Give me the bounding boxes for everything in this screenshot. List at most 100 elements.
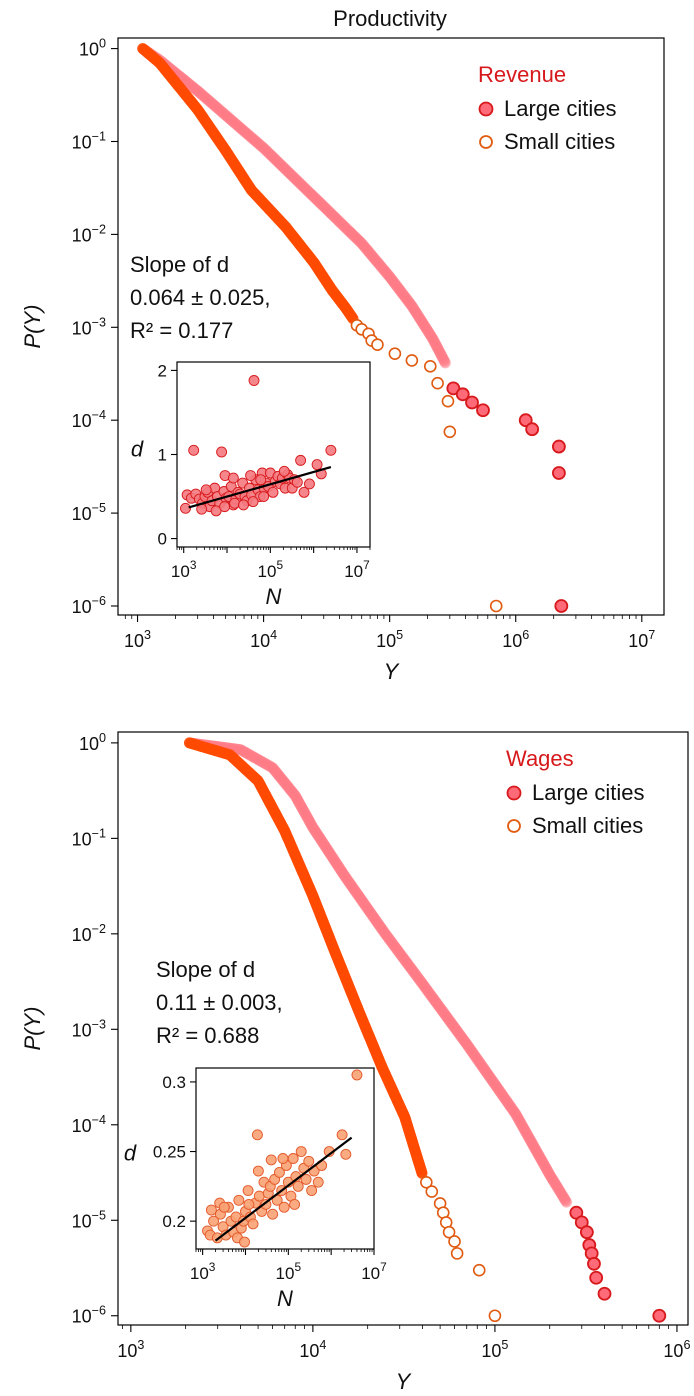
inset-points (202, 1069, 363, 1248)
inset-point (336, 1129, 348, 1141)
legend-label: Small cities (504, 129, 615, 154)
x-tick-label: 104 (299, 1338, 326, 1361)
inset-fit-line (188, 466, 332, 509)
x-tick-label: 106 (502, 628, 529, 651)
inset-point (188, 444, 200, 456)
data-point (552, 466, 566, 480)
data-point (589, 1270, 604, 1285)
legend-marker-small-cities (479, 135, 493, 149)
wages-chart: 10−6 10−5 10−4 10−3 10−2 10−1 100 103 104 105 106 Y… (20, 731, 690, 1394)
inset-point (243, 1198, 255, 1210)
y-tick-label: 10−6 (72, 1304, 106, 1327)
inset-point (273, 1166, 285, 1178)
plot-frame (117, 37, 665, 616)
inset-point (306, 1185, 318, 1196)
inset-chart: 0 1 2 103 105 107 Nd (131, 361, 371, 609)
data-point (450, 1247, 464, 1260)
data-point (423, 360, 437, 373)
data-point (472, 1263, 486, 1277)
data-point (371, 338, 384, 351)
inset-x-tick-label: 105 (258, 558, 284, 581)
y-tick-label: 10−2 (72, 922, 106, 945)
data-point (442, 1225, 456, 1239)
inset-point (298, 486, 310, 498)
data-point (405, 354, 419, 367)
inset-point (242, 1185, 254, 1196)
inset-point (278, 1201, 290, 1213)
y-tick-label: 10−5 (72, 1208, 106, 1231)
data-point (448, 1235, 461, 1248)
legend-marker-large-cities (506, 785, 522, 801)
data-point (489, 599, 503, 613)
y-tick-label: 10−3 (72, 315, 106, 338)
data-point (465, 395, 479, 410)
inset-point (216, 446, 228, 458)
data-point (525, 422, 540, 437)
data-point (431, 376, 444, 390)
inset-y-axis-label: d (124, 1141, 137, 1166)
inset-y-tick-label: 1 (158, 446, 167, 465)
data-point (420, 1175, 433, 1189)
legend: Revenue Large cities Small cities (478, 62, 617, 154)
inset-point (265, 1154, 277, 1166)
annotation-line: 0.064 ± 0.025, (130, 285, 271, 310)
x-tick-label: 105 (376, 628, 403, 651)
inset-point (248, 375, 260, 386)
x-axis-label: Y (384, 659, 400, 684)
inset-frame (195, 1067, 375, 1250)
slope-annotation: Slope of d 0.11 ± 0.003, R² = 0.688 (156, 957, 283, 1048)
inset-x-tick-label: 105 (276, 1260, 302, 1283)
y-tick-label: 10−4 (72, 1113, 106, 1136)
inset-point (219, 501, 231, 513)
figure-title: Productivity (333, 6, 447, 31)
data-point (552, 439, 566, 454)
data-point (388, 347, 402, 360)
x-tick-label: 103 (124, 628, 151, 651)
slope-annotation: Slope of d 0.064 ± 0.025, R² = 0.177 (130, 252, 271, 343)
inset-x-tick-label: 103 (190, 1260, 216, 1283)
x-tick-label: 105 (481, 1338, 508, 1361)
legend-label: Large cities (532, 780, 645, 805)
inset-point (289, 1198, 301, 1210)
inset-point (267, 1208, 279, 1220)
inset-y-tick-label: 0 (158, 530, 167, 549)
data-point (579, 1225, 594, 1240)
x-tick-label: 104 (250, 628, 277, 651)
inset-point (304, 478, 315, 490)
inset-point (287, 1153, 299, 1164)
data-point (652, 1308, 667, 1323)
inset-point (312, 1176, 324, 1188)
x-axis-label: Y (396, 1369, 412, 1394)
x-tick-label: 106 (663, 1338, 690, 1361)
legend-marker-large-cities (478, 101, 494, 117)
series-large-cities (137, 43, 569, 613)
inset-x-axis-label: N (277, 1286, 293, 1311)
plot-frame (117, 731, 689, 1326)
data-point (597, 1286, 612, 1301)
x-tick-label: 103 (117, 1338, 144, 1361)
y-tick-label: 10−3 (72, 1017, 106, 1040)
inset-point (180, 502, 191, 514)
inset-y-tick-label: 0.25 (153, 1143, 186, 1162)
inset-point (277, 1153, 289, 1164)
legend-title: Wages (506, 746, 574, 771)
inset-y-axis-label: d (131, 437, 144, 462)
y-tick-label: 10−1 (72, 826, 106, 849)
annotation-line: R² = 0.177 (130, 318, 233, 343)
inset-point (340, 1148, 352, 1160)
inset-chart: 0.2 0.25 0.3 103 105 107 Nd (124, 1067, 387, 1311)
inset-point (267, 486, 279, 498)
legend-title: Revenue (478, 62, 566, 87)
annotation-line: 0.11 ± 0.003, (156, 990, 283, 1015)
inset-point (233, 1194, 245, 1206)
series-small-cities (184, 737, 502, 1323)
x-tick-label: 107 (628, 628, 655, 651)
data-point (587, 1256, 601, 1271)
inset-point (325, 444, 337, 456)
y-tick-label: 10−1 (72, 129, 106, 152)
data-point (441, 394, 455, 408)
legend: Wages Large cities Small cities (506, 746, 645, 838)
curve-point (416, 1167, 428, 1179)
inset-point (229, 497, 241, 509)
